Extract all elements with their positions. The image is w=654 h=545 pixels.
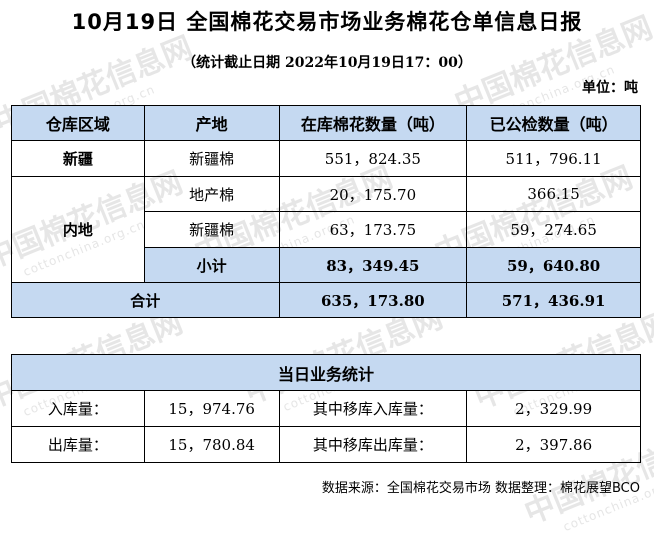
stock-cell: 551，824.35 bbox=[278, 140, 468, 177]
table-row: 入库量： 15，974.76 其中移库入库量： 2，329.99 bbox=[11, 390, 641, 427]
warehouse-table: 仓库区域 产地 在库棉花数量（吨） 已公检数量（吨） 新疆 新疆棉 551，82… bbox=[11, 105, 641, 318]
table-row: 新疆棉 63，173.75 59，274.65 bbox=[12, 211, 641, 248]
header-cell: 产地 bbox=[143, 105, 280, 141]
stat-sub-value: 2，329.99 bbox=[466, 390, 641, 427]
subtotal-stock: 83，349.45 bbox=[278, 247, 468, 283]
daily-stats-title: 当日业务统计 bbox=[11, 354, 641, 391]
header-cell: 已公检数量（吨） bbox=[466, 105, 641, 141]
unit-label: 单位：吨 bbox=[582, 80, 638, 96]
stat-sub-label: 其中移库出库量： bbox=[278, 426, 468, 463]
total-label: 合计 bbox=[11, 282, 280, 318]
table-row: 内地 地产棉 20，175.70 366.15 bbox=[11, 176, 641, 283]
inspected-cell: 59，274.65 bbox=[466, 211, 641, 248]
total-stock: 635，173.80 bbox=[278, 282, 468, 318]
table-row: 出库量： 15，780.84 其中移库出库量： 2，397.86 bbox=[11, 426, 641, 463]
inspected-cell: 366.15 bbox=[466, 176, 641, 212]
stock-cell: 63，173.75 bbox=[278, 211, 468, 248]
origin-cell: 新疆棉 bbox=[143, 140, 280, 177]
report-subtitle: （统计截止日期 2022年10月19日17：00） bbox=[182, 55, 472, 71]
daily-stats-header: 当日业务统计 bbox=[11, 354, 641, 391]
daily-stats-table: 当日业务统计 入库量： 15，974.76 其中移库入库量： 2，329.99 … bbox=[11, 354, 641, 463]
report-title: 10月19日 全国棉花交易市场业务棉花仓单信息日报 bbox=[71, 10, 583, 34]
stat-sub-label: 其中移库入库量： bbox=[278, 390, 468, 427]
header-cell: 仓库区域 bbox=[11, 105, 145, 141]
inspected-cell: 511，796.11 bbox=[466, 140, 641, 177]
stat-label: 出库量： bbox=[11, 426, 145, 463]
stat-value: 15，974.76 bbox=[143, 390, 280, 427]
table-header-row: 仓库区域 产地 在库棉花数量（吨） 已公检数量（吨） bbox=[11, 105, 641, 141]
stat-label: 入库量： bbox=[11, 390, 145, 427]
total-row: 合计 635，173.80 571，436.91 bbox=[11, 282, 641, 318]
stat-sub-value: 2，397.86 bbox=[466, 426, 641, 463]
table-row: 新疆 新疆棉 551，824.35 511，796.11 bbox=[11, 140, 641, 177]
origin-cell: 新疆棉 bbox=[143, 211, 280, 248]
data-source-note: 数据来源：全国棉花交易市场 数据整理：棉花展望BCO bbox=[321, 481, 640, 496]
subtotal-label: 小计 bbox=[143, 247, 280, 283]
stock-cell: 20，175.70 bbox=[278, 176, 468, 212]
stat-value: 15，780.84 bbox=[143, 426, 280, 463]
origin-cell: 地产棉 bbox=[143, 176, 280, 212]
region-cell: 新疆 bbox=[11, 140, 145, 177]
subtotal-inspected: 59，640.80 bbox=[466, 247, 641, 283]
header-cell: 在库棉花数量（吨） bbox=[278, 105, 468, 141]
region-cell: 内地 bbox=[11, 176, 145, 283]
total-inspected: 571，436.91 bbox=[466, 282, 641, 318]
